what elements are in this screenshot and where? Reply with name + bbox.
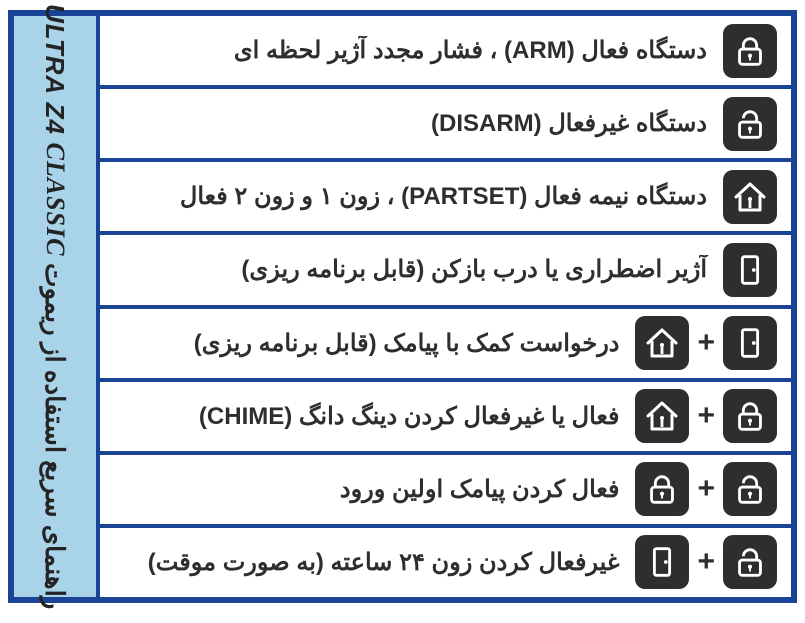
row-label: دستگاه نیمه فعال (PARTSET) ، زون ۱ و زون… (114, 182, 711, 211)
lock-open-icon (723, 462, 777, 516)
row-icons: + (635, 535, 777, 589)
plus-separator: + (695, 326, 717, 360)
row-label: غیرفعال کردن زون ۲۴ ساعته (به صورت موقت) (114, 548, 623, 577)
door-icon (723, 243, 777, 297)
guide-row: + درخواست کمک با پیامک (قابل برنامه ریزی… (100, 309, 791, 382)
lock-closed-icon (723, 389, 777, 443)
row-label: آژیر اضطراری یا درب بازکن (قابل برنامه ر… (114, 255, 711, 284)
row-icons (723, 243, 777, 297)
guide-row: + فعال کردن پیامک اولین ورود (100, 455, 791, 528)
row-icons (723, 24, 777, 78)
house-icon (635, 389, 689, 443)
plus-separator: + (695, 545, 717, 579)
sidebar: راهنمای سریع استفاده از ریموت ULTRA Z4 C… (14, 16, 100, 597)
row-label: دستگاه غیرفعال (DISARM) (114, 109, 711, 138)
sidebar-title: راهنمای سریع استفاده از ریموت ULTRA Z4 C… (39, 4, 71, 609)
row-label: فعال یا غیرفعال کردن دینگ دانگ (CHIME) (114, 402, 623, 431)
row-icons: + (635, 316, 777, 370)
door-icon (635, 535, 689, 589)
house-icon (635, 316, 689, 370)
house-icon (723, 170, 777, 224)
guide-row: + فعال یا غیرفعال کردن دینگ دانگ (CHIME) (100, 382, 791, 455)
guide-row: دستگاه فعال (ARM) ، فشار مجدد آژیر لحظه … (100, 16, 791, 89)
frame: راهنمای سریع استفاده از ریموت ULTRA Z4 C… (8, 10, 797, 603)
plus-separator: + (695, 472, 717, 506)
door-icon (723, 316, 777, 370)
row-label: دستگاه فعال (ARM) ، فشار مجدد آژیر لحظه … (114, 36, 711, 65)
guide-row: دستگاه نیمه فعال (PARTSET) ، زون ۱ و زون… (100, 162, 791, 235)
row-icons (723, 170, 777, 224)
plus-separator: + (695, 399, 717, 433)
row-icons: + (635, 389, 777, 443)
lock-closed-icon (635, 462, 689, 516)
guide-row: آژیر اضطراری یا درب بازکن (قابل برنامه ر… (100, 235, 791, 308)
brand-ultra: ULTRA (40, 4, 70, 95)
guide-row: + غیرفعال کردن زون ۲۴ ساعته (به صورت موق… (100, 528, 791, 597)
brand-model: Z4 (40, 103, 70, 135)
brand-classic: CLASSIC (41, 142, 70, 256)
sidebar-title-fa: راهنمای سریع استفاده از ریموت (40, 263, 70, 609)
row-label: فعال کردن پیامک اولین ورود (114, 475, 623, 504)
lock-open-icon (723, 535, 777, 589)
row-label: درخواست کمک با پیامک (قابل برنامه ریزی) (114, 329, 623, 358)
row-icons: + (635, 462, 777, 516)
quick-guide-card: راهنمای سریع استفاده از ریموت ULTRA Z4 C… (0, 0, 805, 623)
lock-open-icon (723, 97, 777, 151)
guide-row: دستگاه غیرفعال (DISARM) (100, 89, 791, 162)
lock-closed-icon (723, 24, 777, 78)
rows-container: دستگاه فعال (ARM) ، فشار مجدد آژیر لحظه … (100, 16, 791, 597)
row-icons (723, 97, 777, 151)
